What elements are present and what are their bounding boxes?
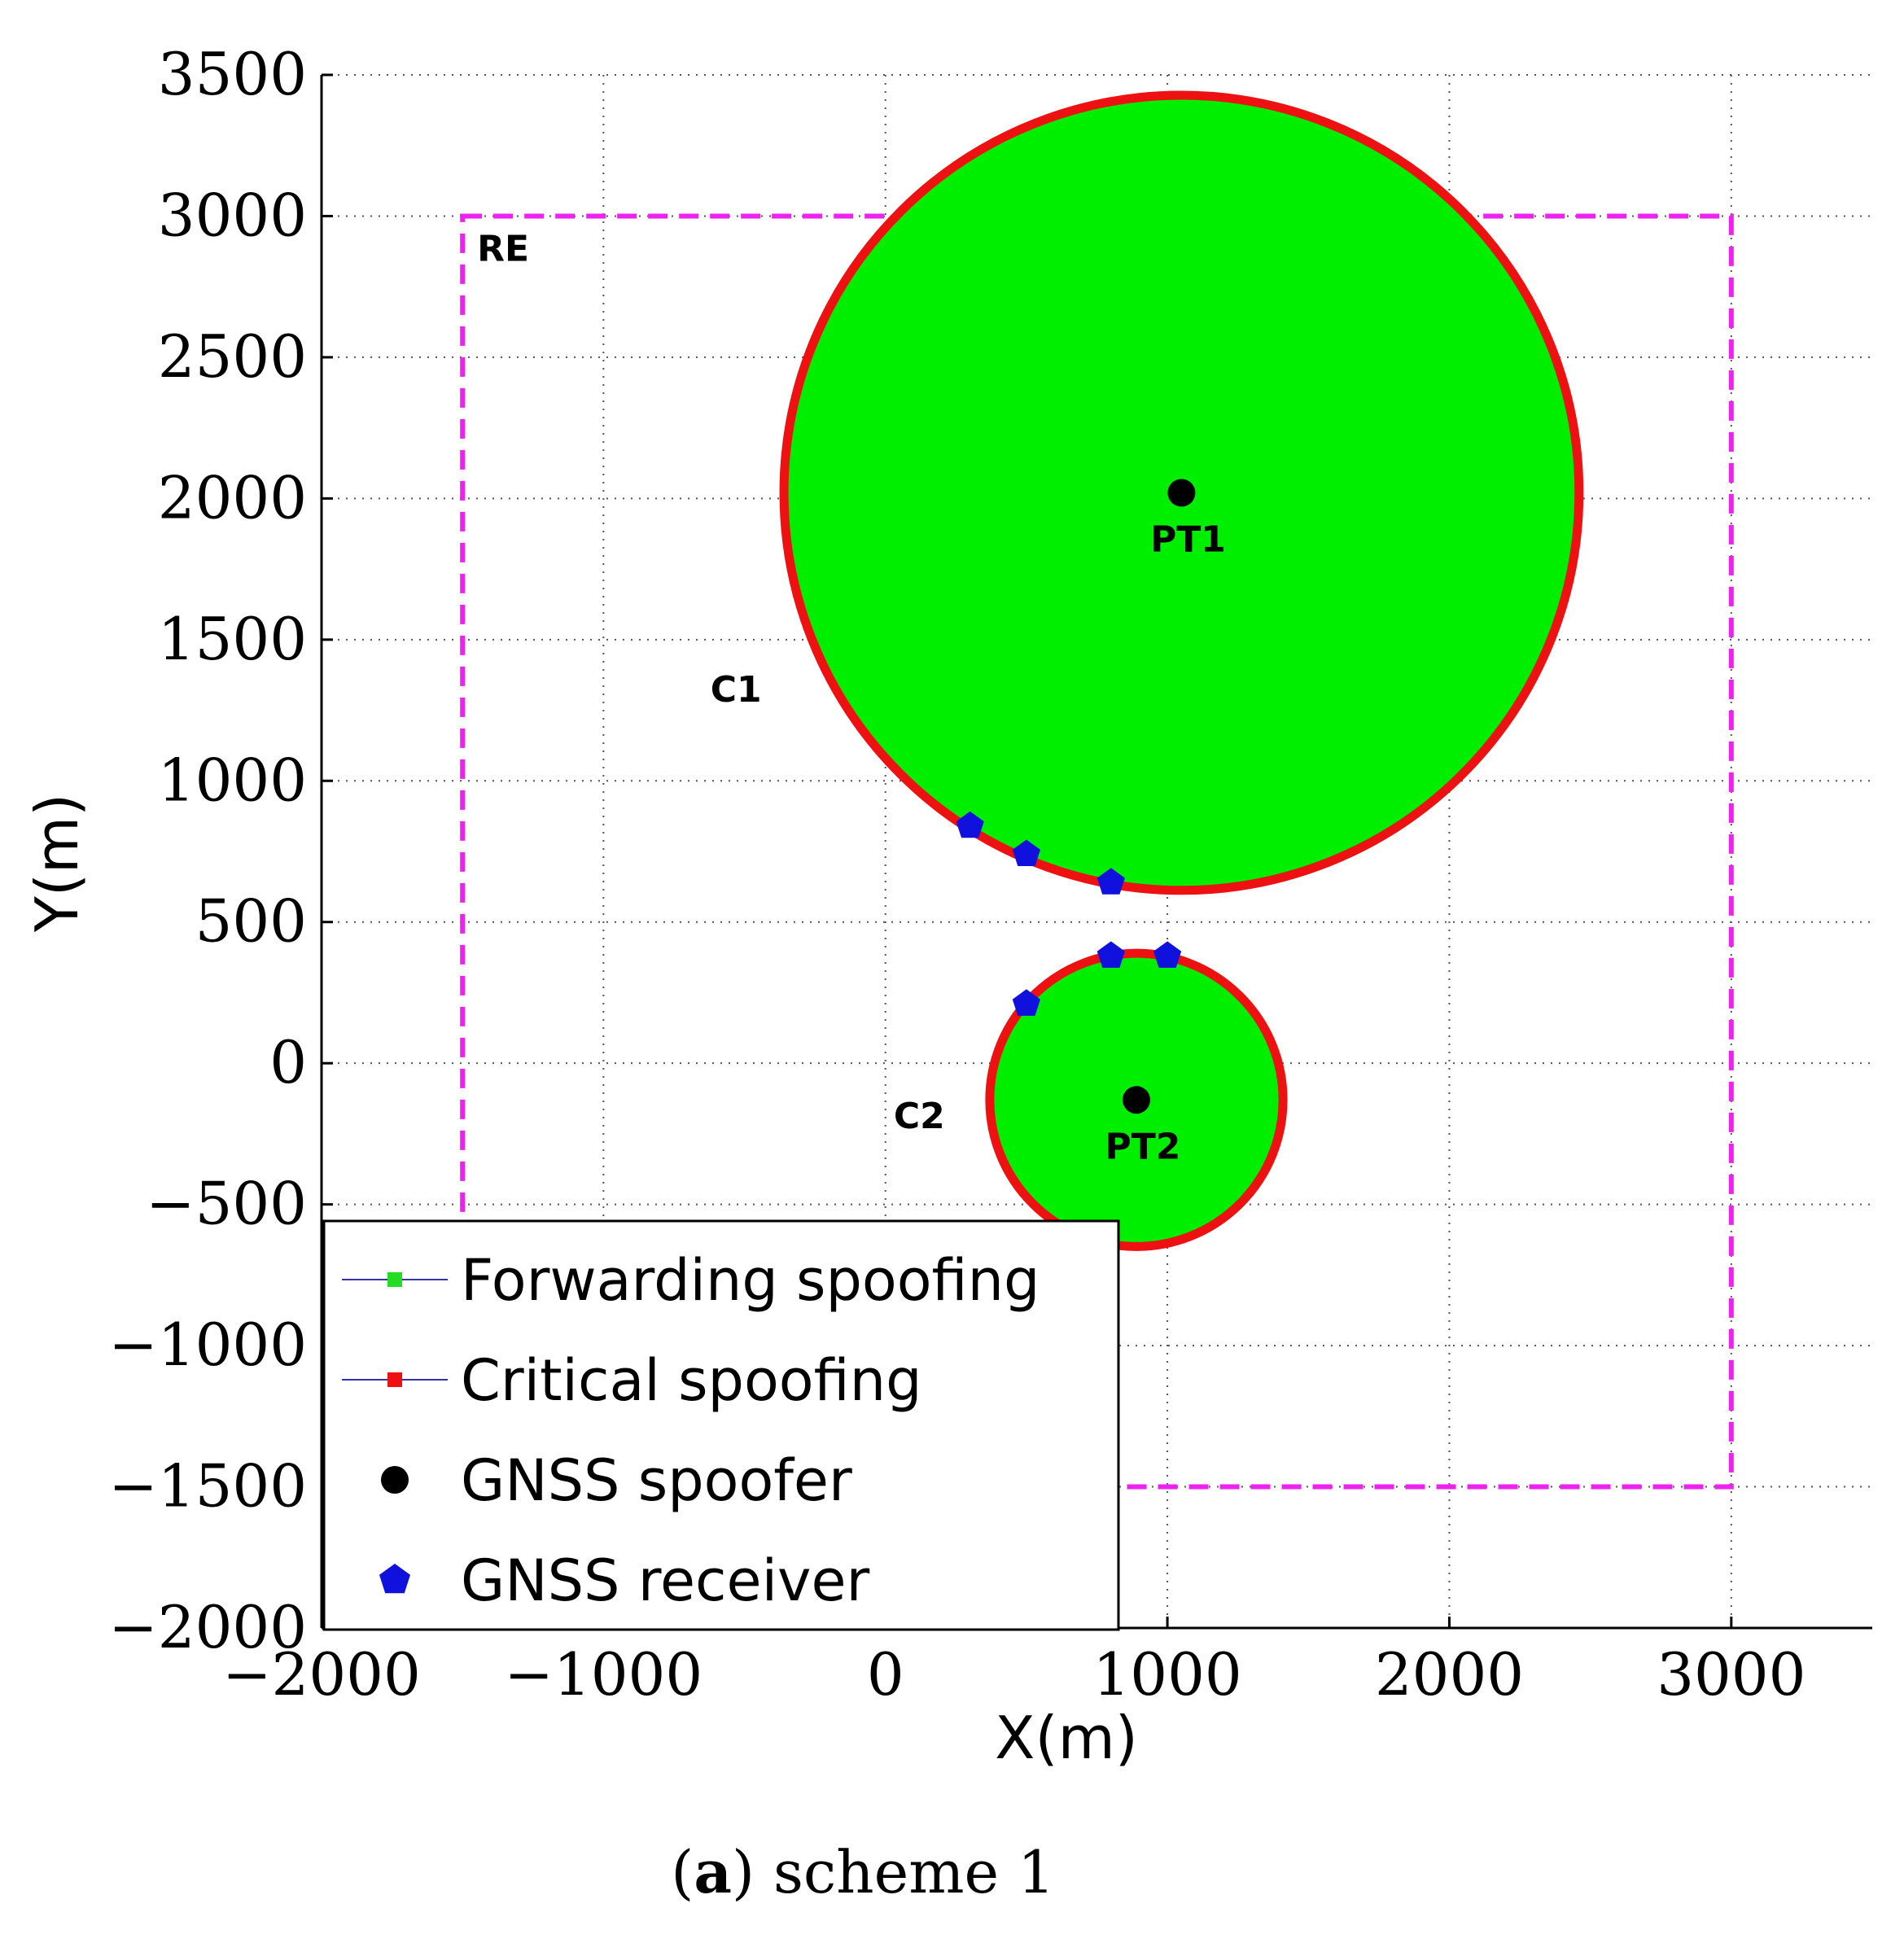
receiver-point <box>956 811 984 838</box>
figure-caption: (a) scheme 1 <box>671 1837 1055 1906</box>
y-tick-label: 500 <box>195 887 307 956</box>
caption-rest: ) scheme 1 <box>732 1838 1055 1906</box>
legend-circle-marker <box>381 1466 409 1494</box>
legend-label: GNSS spoofer <box>461 1447 852 1514</box>
legend-pentagon-marker <box>379 1564 410 1594</box>
x-tick-label: −2000 <box>222 1640 421 1709</box>
caption-bold: a <box>694 1837 732 1906</box>
legend-label: Critical spoofing <box>461 1347 922 1414</box>
y-tick-label: 3000 <box>158 181 307 249</box>
x-tick-label: 0 <box>867 1640 904 1709</box>
x-tick-label: 1000 <box>1092 1640 1241 1709</box>
legend-box <box>322 1219 1120 1631</box>
y-tick-label: 1500 <box>158 605 307 673</box>
y-tick-label: 2500 <box>158 322 307 391</box>
y-tick-label: −2000 <box>108 1593 307 1661</box>
receiver-point <box>1096 941 1125 968</box>
y-tick-label: −1000 <box>108 1311 307 1379</box>
spoofer-label-1: PT1 <box>1150 519 1226 560</box>
y-tick-label: 3500 <box>158 40 307 108</box>
circle-layer: C1 C2 <box>711 90 1584 1251</box>
tick-layer: −2000 −1000 0 1000 2000 3000 −2000 −1500 −1000 −5… <box>108 40 1806 1709</box>
y-axis-title: Y(m) <box>23 794 91 933</box>
spoofer-label-2: PT2 <box>1105 1126 1181 1167</box>
coverage-label-1: C1 <box>711 669 762 711</box>
spoofer-point-1 <box>1167 479 1196 507</box>
receiver-point <box>1153 941 1182 968</box>
y-tick-label: 2000 <box>158 463 307 532</box>
legend-label: GNSS receiver <box>461 1547 870 1614</box>
legend-square-marker <box>387 1372 402 1387</box>
caption-open: ( <box>671 1838 694 1906</box>
y-tick-label: −1500 <box>108 1452 307 1521</box>
receiver-point <box>1012 839 1040 866</box>
legend-layer: Forwarding spoofing Critical spoofing GNSS… <box>322 1219 1120 1631</box>
receiver-point <box>1096 868 1125 895</box>
legend-label: Forwarding spoofing <box>461 1247 1040 1314</box>
y-tick-label: 0 <box>269 1028 307 1096</box>
spoofer-point-2 <box>1122 1086 1150 1114</box>
marker-layer: PT1 PT2 <box>956 479 1226 1167</box>
y-tick-label: −500 <box>146 1170 307 1238</box>
coverage-label-2: C2 <box>894 1096 945 1137</box>
x-axis-title: X(m) <box>995 1704 1138 1772</box>
x-tick-label: 3000 <box>1657 1640 1806 1709</box>
legend-square-marker <box>387 1272 402 1287</box>
x-tick-label: −1000 <box>505 1640 703 1709</box>
receiver-point <box>1012 989 1040 1016</box>
region-label: RE <box>477 228 529 269</box>
x-tick-label: 2000 <box>1375 1640 1524 1709</box>
y-tick-label: 1000 <box>158 746 307 814</box>
